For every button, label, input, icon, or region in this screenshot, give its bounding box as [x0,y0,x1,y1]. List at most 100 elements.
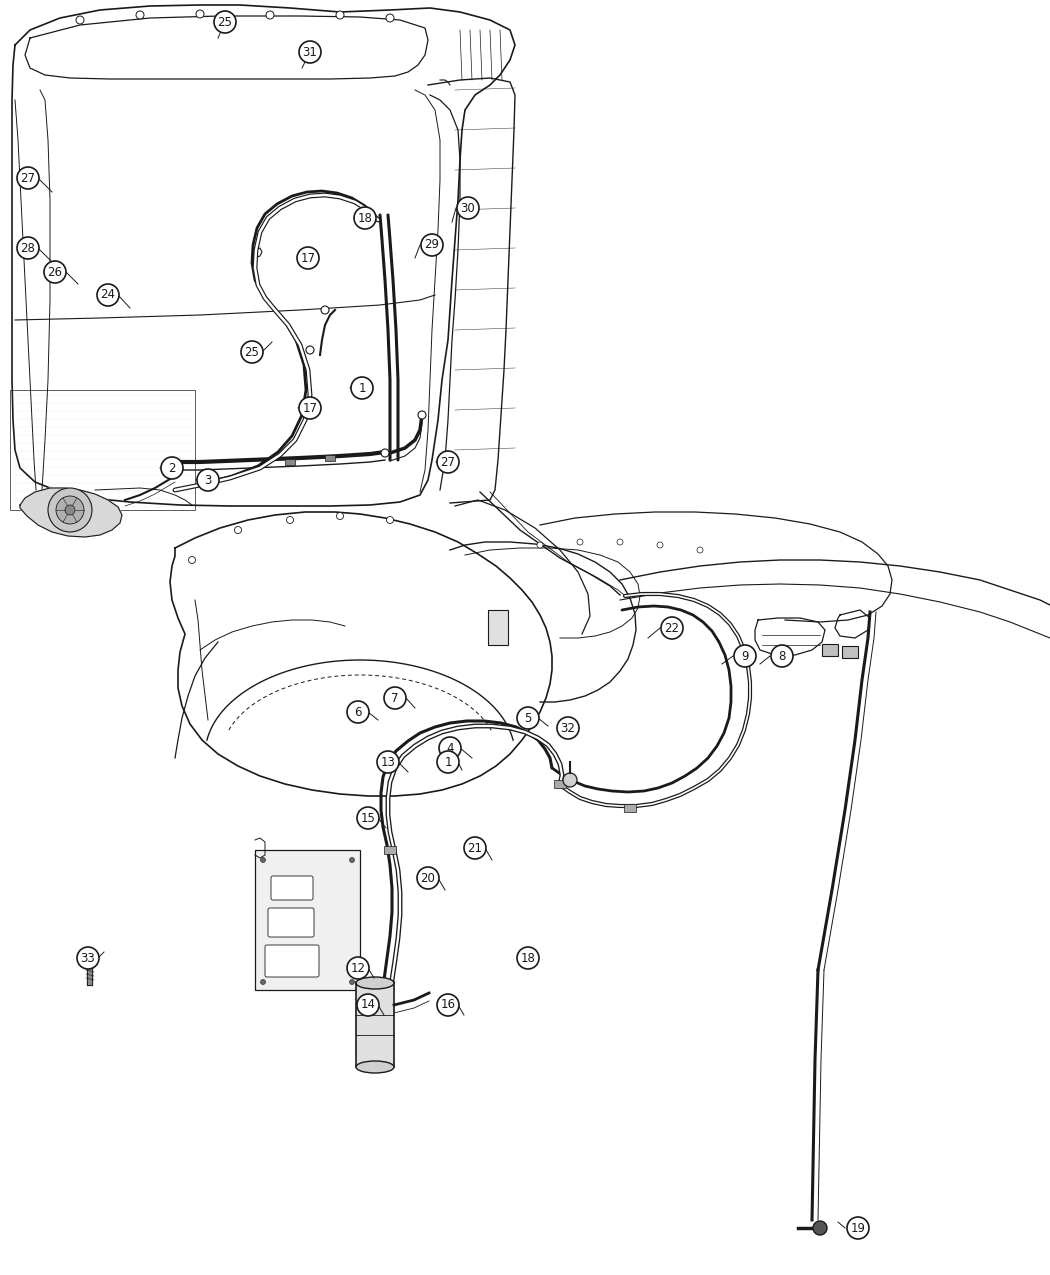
Text: 25: 25 [217,15,232,28]
Circle shape [260,858,266,862]
Circle shape [517,947,539,969]
Circle shape [242,340,262,363]
Circle shape [418,411,426,419]
Bar [822,644,838,657]
Circle shape [771,645,793,667]
Circle shape [437,451,459,473]
Circle shape [563,773,578,787]
Circle shape [437,994,459,1016]
Circle shape [336,11,344,19]
Circle shape [336,513,343,519]
Circle shape [196,10,204,18]
Text: 2: 2 [168,462,175,474]
Circle shape [357,807,379,829]
Circle shape [97,284,119,306]
Text: 29: 29 [424,238,440,251]
Circle shape [56,496,84,524]
Text: 7: 7 [392,691,399,705]
Circle shape [734,645,756,667]
Circle shape [377,751,399,773]
Bar [488,609,508,645]
Bar [356,982,394,1067]
Bar [624,805,636,812]
Circle shape [76,17,84,24]
Bar [384,847,396,854]
Circle shape [386,14,394,22]
Text: 17: 17 [300,251,315,264]
Text: 5: 5 [524,711,531,724]
Ellipse shape [356,977,394,989]
Circle shape [354,207,376,230]
Circle shape [381,449,388,456]
Circle shape [657,542,663,548]
Circle shape [321,306,329,314]
Circle shape [421,235,443,256]
Text: 32: 32 [561,722,575,734]
Text: 6: 6 [354,705,362,719]
Circle shape [351,377,373,399]
Circle shape [17,237,39,259]
Circle shape [299,397,321,419]
Text: 14: 14 [360,998,376,1011]
Circle shape [17,167,39,189]
Text: 9: 9 [741,649,749,663]
Bar [554,780,566,788]
Circle shape [457,198,479,219]
Circle shape [306,346,314,354]
Circle shape [260,979,266,984]
Text: 27: 27 [21,172,36,185]
Circle shape [287,516,294,524]
FancyBboxPatch shape [268,908,314,937]
Text: 31: 31 [302,46,317,59]
Ellipse shape [356,1061,394,1074]
Circle shape [439,737,461,759]
Circle shape [350,858,355,862]
Text: 24: 24 [101,288,116,301]
Circle shape [65,505,75,515]
Circle shape [464,836,486,859]
Text: 22: 22 [665,621,679,635]
Text: 12: 12 [351,961,365,974]
Circle shape [297,247,319,269]
Circle shape [357,994,379,1016]
Circle shape [417,867,439,889]
Circle shape [214,11,236,33]
Text: 15: 15 [360,811,376,825]
Circle shape [617,539,623,544]
Text: 19: 19 [850,1221,865,1234]
Bar [10,390,195,510]
Text: 20: 20 [421,872,436,885]
Text: 4: 4 [446,742,454,755]
Text: 3: 3 [205,473,212,487]
Circle shape [161,456,183,479]
Circle shape [350,979,355,984]
Circle shape [266,11,274,19]
Circle shape [346,701,369,723]
Text: 18: 18 [358,212,373,224]
Text: 33: 33 [81,951,96,964]
Bar [842,646,858,658]
Circle shape [44,261,66,283]
Circle shape [197,469,219,491]
Text: 16: 16 [441,998,456,1011]
Circle shape [662,617,682,639]
Text: 25: 25 [245,346,259,358]
Bar [255,850,360,989]
Circle shape [48,488,92,532]
Text: 13: 13 [380,756,396,769]
Ellipse shape [83,954,97,963]
Circle shape [77,947,99,969]
Text: 27: 27 [441,455,456,468]
Text: 1: 1 [358,381,365,394]
Bar [326,455,335,462]
Circle shape [537,542,543,548]
FancyBboxPatch shape [271,876,313,900]
Circle shape [697,547,704,553]
Text: 26: 26 [47,265,63,278]
Text: 28: 28 [21,241,36,255]
Text: 21: 21 [467,842,483,854]
Text: 30: 30 [461,201,476,214]
Circle shape [234,527,242,533]
Circle shape [578,539,583,544]
Circle shape [517,708,539,729]
